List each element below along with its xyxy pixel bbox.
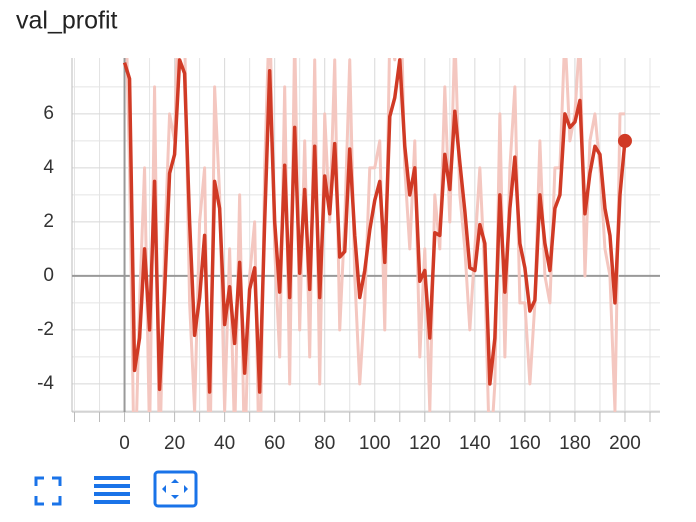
x-tick-label: 100 <box>359 433 391 454</box>
fullscreen-icon <box>34 476 62 506</box>
y-tick-label: 6 <box>43 103 54 124</box>
fit-domain-button[interactable] <box>153 470 198 508</box>
x-tick-label: 140 <box>459 433 491 454</box>
x-tick-label: 160 <box>509 433 541 454</box>
fit-icon <box>162 479 188 499</box>
smoothed-line <box>122 58 627 394</box>
x-tick-label: 180 <box>559 433 591 454</box>
icon-bar <box>94 484 130 488</box>
x-tick-label: 40 <box>214 433 235 454</box>
toggle-log-button[interactable] <box>94 476 130 504</box>
x-tick-label: 60 <box>264 433 285 454</box>
icon-bar <box>94 500 130 504</box>
x-tick-label: 80 <box>314 433 335 454</box>
x-tick-label: 0 <box>119 433 130 454</box>
icon-bar <box>94 476 130 480</box>
chart-title: val_profit <box>16 7 117 35</box>
fullscreen-button[interactable] <box>34 476 62 506</box>
icon-bar <box>94 492 130 496</box>
y-tick-label: 0 <box>43 265 54 286</box>
x-tick-label: 20 <box>164 433 185 454</box>
y-tick-label: 2 <box>43 211 54 232</box>
y-tick-label: 4 <box>43 157 54 178</box>
x-tick-label: 200 <box>609 433 641 454</box>
y-tick-label: -2 <box>37 319 54 340</box>
y-tick-label: -4 <box>37 373 54 394</box>
plot-area <box>122 58 627 412</box>
last-point-marker <box>617 133 632 148</box>
x-tick-label: 120 <box>409 433 441 454</box>
button-frame <box>153 470 198 508</box>
